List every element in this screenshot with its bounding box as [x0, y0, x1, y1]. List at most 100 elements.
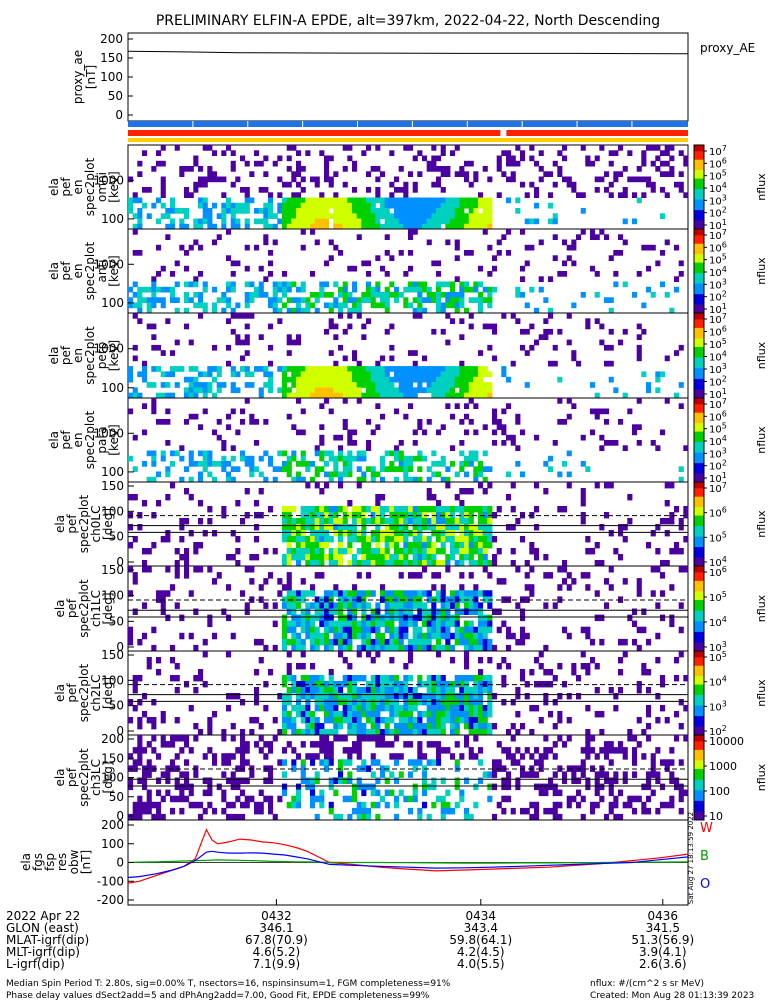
- spectrogram-cell: [184, 419, 190, 425]
- spectrogram-cell: [646, 783, 652, 791]
- spectrogram-cell: [492, 608, 498, 615]
- spectrogram-cell: [128, 566, 134, 573]
- spectrogram-cell: [473, 729, 479, 736]
- spectrogram-cell: [356, 723, 362, 730]
- spectrogram-cell: [417, 302, 423, 309]
- spectrogram-cell: [347, 705, 353, 712]
- spectrogram-cell: [305, 699, 311, 706]
- spectrogram-cell: [408, 771, 414, 778]
- spectrogram-cell: [235, 747, 241, 754]
- spectrogram-cell: [473, 626, 479, 634]
- spectrogram-cell: [534, 187, 540, 193]
- spectrogram-cell: [300, 608, 306, 615]
- spectrogram-cell: [440, 644, 446, 652]
- spectrogram-cell: [450, 753, 456, 760]
- spectrogram-cell: [174, 735, 180, 742]
- spectrogram-cell: [389, 213, 395, 219]
- spectrogram-cell: [660, 187, 666, 193]
- colorbar-segment: [694, 545, 704, 548]
- spectrogram-cell: [366, 466, 372, 472]
- spectrogram-cell: [501, 765, 507, 772]
- spectrogram-cell: [636, 681, 642, 688]
- spectrogram-cell: [188, 747, 194, 754]
- spectrogram-cell: [314, 693, 320, 700]
- spectrogram-cell: [375, 392, 381, 399]
- spectrogram-cell: [137, 307, 143, 314]
- spectrogram-cell: [646, 795, 652, 803]
- spectrogram-cell: [375, 741, 381, 748]
- spectrogram-cell: [459, 560, 465, 567]
- spectrogram-cell: [417, 297, 423, 303]
- spectrogram-cell: [636, 584, 642, 591]
- spectrogram-cell: [137, 741, 143, 748]
- spectrogram-cell: [436, 429, 442, 436]
- spectrogram-cell: [319, 392, 325, 399]
- spectrogram-cell: [580, 494, 586, 501]
- spectrogram-cell: [286, 466, 292, 472]
- spectrogram-cell: [156, 366, 162, 372]
- spectrogram-cell: [263, 450, 269, 457]
- spectrogram-cell: [580, 192, 586, 198]
- spectrogram-cell: [272, 302, 278, 309]
- spectrogram-cell: [436, 392, 442, 399]
- colorbar-segment: [694, 695, 704, 698]
- spectrogram-cell: [202, 208, 208, 214]
- spectrogram-cell: [548, 572, 554, 579]
- spectrogram-cell: [468, 518, 474, 525]
- spectrogram-cell: [249, 729, 255, 736]
- spectrogram-cell: [347, 202, 353, 209]
- spectrogram-cell: [510, 160, 516, 167]
- spectrogram-cell: [347, 675, 353, 682]
- spectrogram-cell: [356, 705, 362, 712]
- spectrogram-cell: [207, 366, 213, 372]
- spectrogram-cell: [552, 255, 558, 261]
- spectrogram-cell: [188, 461, 194, 467]
- spectrogram-cell: [398, 455, 404, 462]
- spectrogram-cell: [282, 693, 288, 700]
- spectrogram-cell: [426, 554, 432, 561]
- spectrogram-cell: [375, 651, 381, 658]
- colorbar-segment: [694, 718, 704, 721]
- spectrogram-cell: [468, 202, 474, 209]
- colorbar-segment: [694, 201, 704, 205]
- spectrogram-cell: [613, 801, 619, 809]
- spectrogram-cell: [160, 350, 166, 356]
- spectrogram-cell: [328, 292, 334, 298]
- spectrogram-cell: [403, 376, 409, 383]
- spectrogram-cell: [534, 192, 540, 198]
- spectrogram-cell: [128, 376, 134, 383]
- proxy-ae-series-line: [127, 50, 689, 55]
- spectrogram-cell: [384, 687, 390, 694]
- spectrogram-cell: [296, 166, 302, 172]
- spectrogram-cell: [426, 638, 432, 646]
- colorbar-segment: [694, 400, 704, 403]
- spectrogram-cell: [338, 542, 344, 549]
- y-tick-label: 100: [101, 296, 124, 310]
- spectrogram-cell: [459, 584, 465, 591]
- spectrogram-cell: [436, 518, 442, 525]
- spectrogram-cell: [487, 572, 493, 579]
- spectrogram-cell: [389, 281, 395, 288]
- spectrogram-cell: [459, 461, 465, 467]
- colorbar-segment: [694, 448, 704, 451]
- spectrogram-cell: [174, 382, 180, 388]
- spectrogram-cell: [174, 777, 180, 784]
- spectrogram-cell: [594, 560, 600, 567]
- spectrogram-cell: [604, 419, 610, 425]
- spectrogram-cell: [291, 297, 297, 303]
- spectrogram-cell: [361, 554, 367, 561]
- spectrogram-cell: [338, 602, 344, 609]
- spectrogram-cell: [319, 699, 325, 706]
- spectrogram-cell: [207, 729, 213, 736]
- spectrogram-cell: [524, 747, 530, 754]
- spectrogram-cell: [557, 711, 563, 718]
- colorbar-segment: [694, 195, 704, 198]
- colorbar-segment: [694, 547, 704, 550]
- spectrogram-cell: [487, 729, 493, 736]
- y-tick-label: 100: [101, 212, 124, 226]
- spectrogram-cell: [422, 632, 428, 640]
- spectrogram-cell: [408, 614, 414, 622]
- colorbar-tick-label: 104: [709, 181, 727, 195]
- spectrogram-cell: [380, 297, 386, 303]
- spectrogram-cell: [487, 699, 493, 706]
